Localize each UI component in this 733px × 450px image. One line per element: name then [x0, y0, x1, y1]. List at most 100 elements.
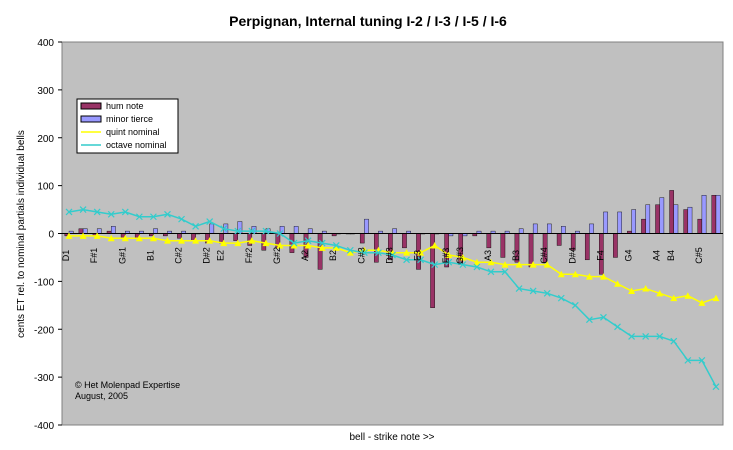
y-tick-label: 400	[37, 38, 54, 49]
octave-nominal-point	[473, 263, 481, 271]
quint-nominal-point	[135, 234, 143, 242]
quint-nominal-point	[628, 287, 636, 294]
minor-tierce-bar	[659, 197, 665, 234]
quint-nominal-point	[585, 273, 593, 280]
minor-tierce-bar	[82, 228, 88, 234]
octave-nominal-point	[65, 208, 73, 216]
octave-marker-stroke	[149, 213, 157, 221]
quint-nominal-point	[487, 258, 495, 266]
hum-note-bar	[177, 233, 182, 239]
minor-tierce-bar	[209, 223, 215, 234]
legend-swatch-hum-note	[80, 102, 102, 110]
octave-nominal-point	[459, 261, 467, 269]
minor-tierce-bar	[617, 211, 622, 234]
octave-marker-stroke	[431, 261, 439, 269]
x-tick-label: F#3	[441, 248, 451, 264]
octave-nominal-point	[642, 333, 650, 340]
hum-note-bar	[641, 218, 646, 234]
quint-nominal-point	[473, 258, 481, 266]
x-tick-labels: D1 F#1 G#1 B1 C#2 D#2 E2 F#2 G#2 A2 B2 C#3 D#3 E3 F#3 G…	[61, 247, 704, 264]
quint-nominal-point	[529, 261, 537, 268]
x-tick-label: B1	[145, 250, 155, 261]
octave-nominal-point	[276, 230, 284, 237]
hum-note-bar	[233, 233, 238, 241]
octave-nominal-point	[206, 218, 214, 225]
x-tick-label: F4	[595, 250, 605, 261]
x-tick-label: C#3	[356, 247, 366, 264]
octave-marker-stroke	[417, 256, 425, 264]
octave-marker-stroke	[698, 356, 706, 364]
octave-marker-stroke	[375, 249, 382, 257]
x-tick-label: D#4	[567, 247, 577, 264]
x-tick-label: F#2	[244, 248, 254, 264]
octave-marker-stroke	[262, 227, 270, 235]
octave-nominal-point	[149, 213, 157, 221]
y-tick-label: -200	[34, 325, 54, 336]
octave-nominal-point	[79, 206, 87, 213]
x-tick-label: G#1	[117, 247, 127, 264]
bar-group	[64, 190, 721, 308]
quint-nominal-point	[248, 237, 256, 244]
y-axis-label: cents ET rel. to nominal partials indivi…	[16, 130, 27, 338]
legend-label-octave-nominal: octave nominal	[106, 140, 167, 150]
x-tick-label: G#3	[455, 247, 465, 264]
octave-nominal-point	[445, 258, 453, 266]
octave-marker-stroke	[65, 208, 73, 216]
y-tick-label: 100	[37, 182, 54, 193]
quint-nominal-point	[304, 241, 312, 249]
hum-note-bar	[669, 190, 674, 234]
octave-nominal-point	[248, 227, 256, 235]
octave-marker-stroke	[571, 301, 579, 309]
octave-marker-stroke	[614, 323, 621, 331]
hum-note-bar	[402, 233, 407, 249]
octave-nominal-point	[628, 333, 636, 340]
octave-marker-stroke	[487, 268, 495, 276]
octave-nominal-point	[585, 316, 593, 324]
octave-nominal-point	[164, 210, 171, 218]
minor-tierce-bar	[153, 228, 158, 234]
quint-nominal-point	[192, 237, 200, 244]
minor-tierce-bar	[589, 223, 594, 234]
octave-marker-stroke	[656, 333, 664, 340]
octave-marker-stroke	[515, 285, 523, 292]
octave-nominal-point	[360, 249, 368, 257]
octave-nominal-point	[557, 294, 565, 302]
x-tick-label: D#3	[385, 247, 395, 264]
octave-nominal-point	[192, 222, 200, 230]
octave-marker-stroke	[360, 249, 368, 257]
octave-nominal-point	[403, 256, 410, 264]
octave-marker-stroke	[220, 225, 228, 233]
octave-nominal-point	[614, 323, 621, 331]
minor-tierce-bar	[293, 226, 299, 234]
quint-nominal-point	[515, 261, 523, 268]
octave-nominal-point	[135, 213, 143, 221]
octave-marker-stroke	[600, 313, 607, 321]
quint-nominal-point	[332, 244, 340, 251]
quint-nominal-point	[571, 270, 579, 278]
quint-nominal-point	[459, 253, 467, 261]
octave-marker-stroke	[543, 289, 551, 297]
y-tick-label: -400	[34, 421, 54, 432]
x-tick-label: C#2	[174, 247, 184, 264]
octave-nominal-point	[304, 237, 312, 245]
octave-nominal-point	[431, 261, 439, 269]
quint-nominal-point	[276, 241, 284, 249]
octave-nominal-point	[698, 356, 706, 364]
minor-tierce-bar	[518, 228, 524, 234]
x-tick-label: G#2	[272, 247, 282, 264]
octave-nominal-point	[389, 251, 396, 259]
hum-note-bar	[78, 228, 84, 234]
x-tick-label: B3	[511, 250, 521, 261]
hum-note-bar	[655, 204, 660, 234]
octave-nominal-point	[712, 383, 720, 391]
octave-nominal-point	[346, 246, 354, 254]
minor-tierce-bar	[307, 228, 313, 234]
hum-note-bar	[697, 218, 703, 234]
legend-label-quint-nominal: quint nominal	[106, 127, 160, 137]
octave-marker-stroke	[403, 256, 410, 264]
quint-nominal-point	[206, 237, 214, 244]
x-tick-label: B4	[666, 250, 676, 261]
y-tick-label: 200	[37, 134, 54, 145]
quint-nominal-point	[614, 280, 622, 287]
